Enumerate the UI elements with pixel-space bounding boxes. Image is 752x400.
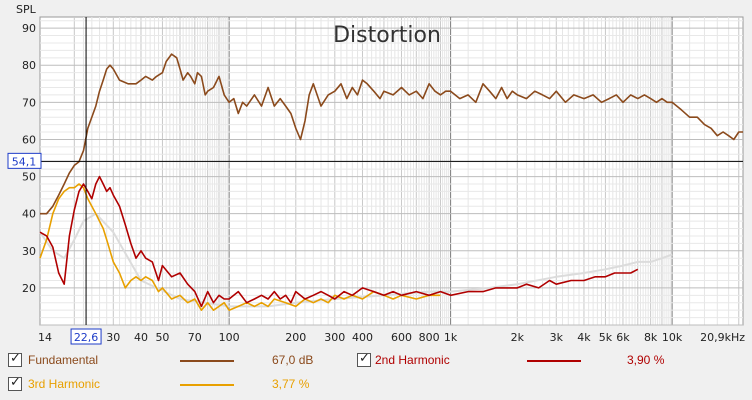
- legend-value: 3,77 %: [272, 377, 310, 391]
- x-tick-label: 3k: [550, 331, 564, 344]
- legend-label: 3rd Harmonic: [28, 377, 101, 391]
- legend-item-3rd-harmonic[interactable]: 3rd Harmonic 3,77 %: [6, 375, 346, 393]
- y-axis-label: SPL: [16, 3, 37, 16]
- 3rd-harmonic-checkbox[interactable]: [8, 375, 22, 391]
- chart-svg[interactable]: 14 30 40 50 70 100 200 300 400 600 800 1k 2k 3k 4k 5k 6k…: [0, 0, 752, 345]
- x-tick-label: 4k: [577, 331, 591, 344]
- x-tick-label: 5k: [599, 331, 613, 344]
- cursor-x-readout: 22,6: [74, 331, 99, 344]
- x-tick-label: 2k: [511, 331, 525, 344]
- grid: [40, 17, 743, 326]
- cursor[interactable]: [40, 17, 743, 325]
- legend-label: 2nd Harmonic: [375, 353, 450, 367]
- legend-swatch: [527, 360, 581, 362]
- x-tick-label: 30: [106, 331, 120, 344]
- x-tick-label: 10k: [662, 331, 683, 344]
- legend-label: Fundamental: [28, 353, 99, 367]
- series-fundamental: [40, 53, 743, 215]
- y-tick-label: 50: [22, 171, 36, 184]
- x-tick-label: 800: [419, 331, 440, 344]
- fundamental-checkbox[interactable]: [8, 351, 22, 367]
- legend: Fundamental 67,0 dB 2nd Harmonic 3,90 % …: [0, 345, 752, 400]
- x-tick-label: 600: [391, 331, 412, 344]
- x-tick-label: 100: [219, 331, 240, 344]
- distortion-chart[interactable]: 14 30 40 50 70 100 200 300 400 600 800 1k 2k 3k 4k 5k 6k…: [0, 0, 752, 345]
- y-tick-label: 30: [22, 245, 36, 258]
- y-tick-label: 60: [22, 133, 36, 146]
- x-tick-label: 40: [134, 331, 148, 344]
- x-tick-label: 20,9kHz: [700, 331, 745, 344]
- x-tick-label: 1k: [444, 331, 458, 344]
- legend-value: 3,90 %: [627, 353, 665, 367]
- y-tick-label: 90: [22, 22, 36, 35]
- y-axis: 20 30 40 50 60 70 80 90 54,1: [7, 22, 42, 295]
- legend-value: 67,0 dB: [272, 353, 314, 367]
- series-2nd-harmonic: [39, 175, 639, 308]
- chart-title: Distortion: [333, 23, 441, 48]
- x-tick-label: 300: [324, 331, 345, 344]
- legend-swatch: [180, 384, 234, 386]
- 2nd-harmonic-checkbox[interactable]: [357, 351, 371, 367]
- cursor-x-readout-box: [70, 328, 102, 345]
- x-tick-label: 8k: [644, 331, 658, 344]
- legend-swatch: [180, 360, 234, 362]
- legend-item-fundamental[interactable]: Fundamental 67,0 dB: [6, 351, 346, 369]
- x-tick-label: 400: [352, 331, 373, 344]
- legend-item-2nd-harmonic[interactable]: 2nd Harmonic 3,90 %: [355, 351, 745, 369]
- cursor-y-readout-box: [7, 152, 42, 169]
- y-tick-label: 20: [22, 282, 36, 295]
- y-tick-label: 70: [22, 96, 36, 109]
- x-tick-label: 6k: [616, 331, 630, 344]
- series-group: [39, 53, 743, 311]
- x-tick-label: 70: [188, 331, 202, 344]
- x-tick-label: 200: [285, 331, 306, 344]
- y-tick-label: 80: [22, 59, 36, 72]
- y-tick-label: 40: [22, 208, 36, 221]
- x-tick-label: 50: [155, 331, 169, 344]
- x-axis: 14 30 40 50 70 100 200 300 400 600 800 1k 2k 3k 4k 5k 6k…: [38, 328, 745, 345]
- x-tick-label: 14: [38, 331, 52, 344]
- cursor-y-readout: 54,1: [12, 155, 37, 168]
